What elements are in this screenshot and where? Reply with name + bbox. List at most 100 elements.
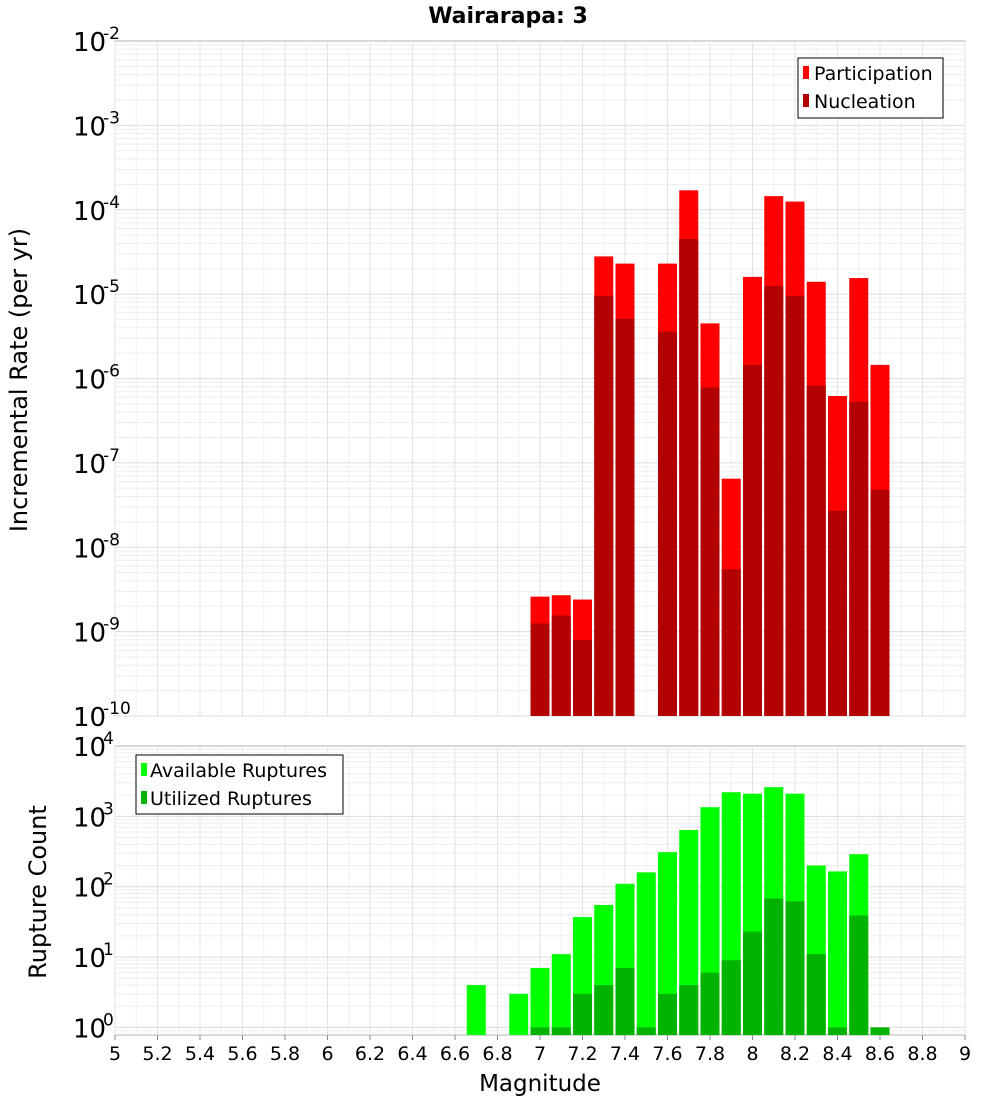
- x-tick-label: 6.4: [397, 1043, 427, 1065]
- rate-bar-b: [806, 385, 826, 716]
- legend-label-participation: Participation: [814, 63, 933, 85]
- x-tick-label: 6: [321, 1043, 333, 1065]
- legend-swatch-participation: [803, 66, 809, 79]
- y-tick-label: 10: [73, 197, 106, 227]
- count-bar-b: [828, 1027, 847, 1035]
- x-tick-label: 7.4: [610, 1043, 640, 1065]
- rate-bar-b: [785, 296, 805, 716]
- count-bar-b: [636, 1027, 656, 1035]
- y-tick-label: 10: [73, 874, 106, 904]
- rate-bar-b: [828, 510, 847, 716]
- rate-bar-b: [530, 623, 550, 716]
- x-tick-label: 7.8: [695, 1043, 725, 1065]
- count-y-axis-label: Rupture Count: [24, 805, 52, 979]
- legend-label-nucleation: Nucleation: [814, 91, 916, 113]
- y-tick-label: 10: [73, 803, 106, 833]
- legend-swatch-utilized: [141, 791, 147, 804]
- count-bar-b: [764, 898, 784, 1035]
- count-bar-a: [658, 852, 677, 1035]
- rate-bar-b: [721, 569, 741, 716]
- rate-legend-box: [797, 57, 944, 119]
- y-tick-exponent: -9: [103, 615, 120, 635]
- rate-bar-b: [870, 489, 890, 716]
- x-tick-label: 8.4: [822, 1043, 852, 1065]
- rate-plot: 10-210-310-410-510-610-710-810-910-10 In…: [5, 24, 966, 733]
- count-bar-b: [721, 960, 741, 1035]
- y-tick-exponent: -4: [103, 193, 120, 213]
- x-tick-label: 5: [109, 1043, 121, 1065]
- y-tick-label: 10: [73, 619, 106, 649]
- count-bar-b: [700, 972, 720, 1035]
- y-tick-exponent: -2: [103, 24, 120, 44]
- count-bar-b: [551, 1027, 571, 1035]
- y-tick-label: 10: [73, 733, 106, 763]
- y-tick-exponent: 1: [103, 940, 114, 960]
- count-bar-a: [679, 829, 699, 1035]
- y-tick-label: 10: [73, 1014, 106, 1044]
- rate-bar-b: [849, 401, 869, 716]
- rate-bar-b: [658, 331, 677, 716]
- count-bar-b: [658, 993, 677, 1035]
- x-tick-label: 6.2: [355, 1043, 385, 1065]
- count-bar-a: [509, 993, 529, 1035]
- y-tick-exponent: -5: [103, 277, 120, 297]
- x-tick-label: 8.8: [907, 1043, 937, 1065]
- y-tick-exponent: 0: [103, 1010, 114, 1030]
- x-tick-label: 5.2: [142, 1043, 172, 1065]
- y-tick-label: 10: [73, 450, 106, 480]
- x-tick-label: 5.4: [185, 1043, 215, 1065]
- count-bar-b: [785, 901, 805, 1035]
- chart-title: Wairarapa: 3: [428, 4, 588, 29]
- count-bar-b: [743, 931, 762, 1035]
- count-bar-b: [870, 1027, 890, 1035]
- rate-bar-b: [764, 285, 784, 716]
- count-bars: [466, 787, 890, 1035]
- count-bar-b: [806, 954, 826, 1035]
- count-bar-b: [530, 1027, 550, 1035]
- count-bar-b: [594, 985, 614, 1035]
- x-tick-label: 7: [534, 1043, 546, 1065]
- count-bar-b: [679, 985, 699, 1035]
- x-tick-label: 7.2: [567, 1043, 597, 1065]
- rate-legend: Participation Nucleation: [797, 57, 944, 119]
- rate-bar-b: [700, 387, 720, 716]
- count-bar-a: [551, 954, 571, 1035]
- rate-bar-b: [743, 364, 762, 716]
- x-tick-label: 8.6: [865, 1043, 895, 1065]
- rate-bar-b: [573, 639, 592, 716]
- x-tick-label: 9: [959, 1043, 971, 1065]
- x-tick-label: 7.6: [652, 1043, 682, 1065]
- y-tick-label: 10: [73, 703, 106, 733]
- rate-bar-b: [615, 318, 635, 716]
- y-tick-label: 10: [73, 281, 106, 311]
- rate-bars: [530, 190, 890, 716]
- y-tick-exponent: 4: [103, 729, 114, 749]
- x-tick-label: 8: [746, 1043, 758, 1065]
- y-tick-label: 10: [73, 944, 106, 974]
- y-tick-label: 10: [73, 366, 106, 396]
- x-tick-label: 6.6: [440, 1043, 470, 1065]
- count-bar-a: [828, 871, 847, 1035]
- count-bar-a: [466, 985, 486, 1035]
- rate-bar-b: [594, 296, 614, 716]
- y-tick-exponent: 3: [103, 799, 114, 819]
- x-axis-label: Magnitude: [479, 1071, 601, 1097]
- count-bar-b: [849, 915, 869, 1035]
- rate-bar-b: [551, 615, 571, 716]
- y-tick-exponent: 2: [103, 870, 114, 890]
- count-legend-box: [135, 754, 344, 815]
- count-legend: Available Ruptures Utilized Ruptures: [135, 754, 344, 815]
- legend-label-available: Available Ruptures: [150, 760, 327, 782]
- y-tick-exponent: -8: [103, 530, 120, 550]
- x-tick-label: 6.8: [482, 1043, 512, 1065]
- rate-y-axis-label: Incremental Rate (per yr): [5, 228, 33, 532]
- y-tick-label: 10: [73, 534, 106, 564]
- x-tick-label: 5.6: [227, 1043, 257, 1065]
- rate-y-ticks: 10-210-310-410-510-610-710-810-910-10: [73, 24, 131, 733]
- legend-label-utilized: Utilized Ruptures: [150, 788, 312, 810]
- y-tick-exponent: -3: [103, 108, 120, 128]
- legend-swatch-nucleation: [803, 94, 809, 107]
